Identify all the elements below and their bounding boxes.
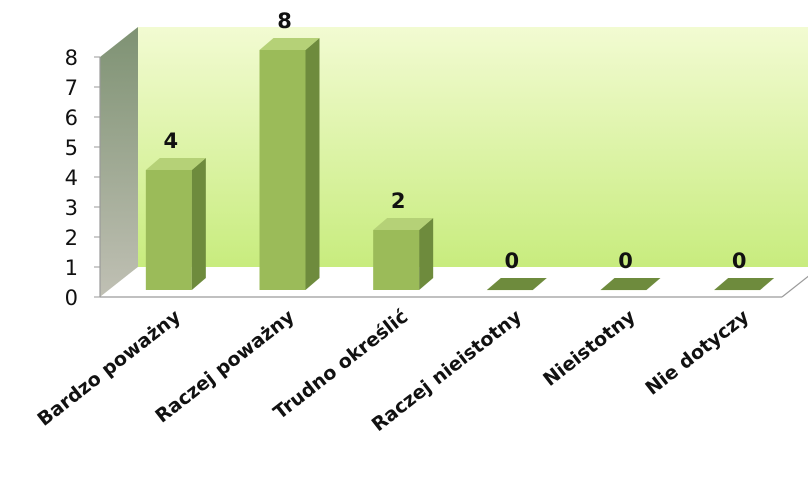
bar <box>145 158 206 290</box>
data-labels: 4 8 2 0 0 0 <box>164 9 747 273</box>
bar-top <box>486 278 547 290</box>
bar-side <box>191 158 206 290</box>
bar <box>486 278 547 291</box>
bar-top <box>373 218 434 230</box>
bars <box>145 38 775 291</box>
data-label: 4 <box>164 129 179 153</box>
category-label: Nieistotny <box>539 305 640 391</box>
y-tick-label: 3 <box>65 196 78 220</box>
bar-top <box>714 278 775 290</box>
bar-top <box>259 38 320 50</box>
data-label: 8 <box>277 9 292 33</box>
bar-front <box>259 50 306 290</box>
bar-side <box>419 218 434 290</box>
floor <box>100 267 808 297</box>
data-label: 0 <box>618 249 633 273</box>
y-tick-label: 8 <box>65 46 78 70</box>
data-label: 2 <box>391 189 406 213</box>
bar-side <box>305 38 320 290</box>
bar <box>714 278 775 291</box>
bar <box>373 218 434 290</box>
bar <box>600 278 661 291</box>
data-label: 0 <box>505 249 520 273</box>
bar-top <box>600 278 661 290</box>
floor-edge-line <box>781 275 808 298</box>
y-tick-label: 4 <box>65 166 78 190</box>
bar-front <box>373 230 420 290</box>
y-axis-ticks: 0 1 2 3 4 5 6 7 8 <box>65 46 100 310</box>
y-tick-label: 1 <box>65 256 78 280</box>
y-tick-label: 6 <box>65 106 78 130</box>
bar-front <box>145 170 192 290</box>
y-tick-label: 2 <box>65 226 78 250</box>
bar <box>259 38 320 290</box>
side-wall <box>100 27 138 297</box>
data-label: 0 <box>732 249 747 273</box>
y-tick-label: 7 <box>65 76 78 100</box>
back-wall <box>138 27 808 267</box>
y-tick-label: 5 <box>65 136 78 160</box>
bar-top <box>145 158 206 170</box>
y-tick-label: 0 <box>65 286 78 310</box>
category-label: Nie dotyczy <box>641 305 753 400</box>
